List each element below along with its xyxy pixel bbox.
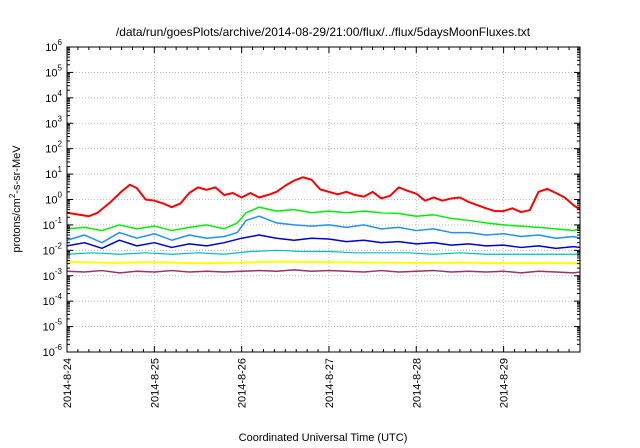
y-tick-label: 105	[45, 63, 62, 79]
y-tick-label-exp: -5	[55, 318, 63, 327]
y-tick-label: 101	[45, 165, 62, 181]
y-axis-label-rest: -s-sr-MeV	[11, 145, 23, 194]
y-tick-label: 10-1	[43, 216, 63, 232]
y-tick-label: 100	[45, 191, 62, 207]
y-tick-label-exp: 3	[58, 114, 63, 123]
y-tick-label: 10-4	[43, 292, 63, 308]
plot-frame	[66, 46, 581, 353]
y-tick-label-exp: -4	[55, 292, 63, 301]
y-tick-label: 10-2	[43, 241, 63, 257]
y-tick-label-base: 10	[45, 67, 57, 79]
grid-lines	[66, 46, 580, 353]
y-tick-label-base: 10	[45, 118, 57, 130]
y-tick-label-exp: -2	[55, 241, 63, 250]
series-line-6	[66, 260, 581, 265]
y-tick-label: 104	[45, 89, 62, 105]
y-tick-label-base: 10	[43, 220, 55, 232]
y-axis-label-sup: 2	[8, 193, 17, 198]
y-tick-label-base: 10	[45, 169, 57, 181]
series-line-7	[66, 269, 581, 274]
y-tick-label-exp: -1	[55, 216, 63, 225]
axis-ticks	[66, 46, 581, 353]
y-tick-label: 10-6	[43, 343, 63, 359]
x-tick-label: 2014-8-26	[237, 358, 249, 408]
y-tick-label-exp: 0	[58, 191, 63, 200]
y-tick-label-exp: 2	[58, 140, 63, 149]
y-tick-label: 106	[45, 38, 62, 54]
x-tick-label: 2014-8-25	[149, 358, 161, 408]
series-group	[66, 176, 581, 274]
series-line-4	[66, 234, 581, 250]
y-tick-label-base: 10	[43, 271, 55, 283]
y-tick-label: 102	[45, 140, 62, 156]
y-tick-label-base: 10	[43, 322, 55, 334]
y-tick-label-exp: -3	[55, 267, 63, 276]
x-axis-label: Coordinated Universal Time (UTC)	[239, 432, 408, 444]
y-tick-label-exp: -6	[55, 343, 63, 352]
y-tick-label-base: 10	[45, 93, 57, 105]
y-tick-label-exp: 6	[58, 38, 63, 47]
y-tick-label-base: 10	[45, 144, 57, 156]
y-tick-label-exp: 4	[58, 89, 63, 98]
y-tick-label-base: 10	[43, 347, 55, 359]
y-axis-label: protons/cm2-s-sr-MeV	[8, 145, 23, 253]
x-tick-label: 2014-8-27	[324, 358, 336, 408]
y-tick-label-base: 10	[45, 42, 57, 54]
x-tick-label: 2014-8-24	[62, 358, 74, 408]
y-tick-label-base: 10	[45, 195, 57, 207]
y-tick-label: 103	[45, 114, 62, 130]
y-tick-label-exp: 1	[58, 165, 63, 174]
y-tick-label-base: 10	[43, 296, 55, 308]
y-axis-label-main: protons/cm	[11, 198, 23, 252]
chart-title: /data/run/goesPlots/archive/2014-08-29/2…	[116, 25, 531, 39]
y-tick-label-exp: 5	[58, 63, 63, 72]
series-line-5	[66, 249, 580, 255]
series-line-3	[66, 215, 581, 244]
x-tick-labels: 2014-8-24 2014-8-25 2014-8-26 2014-8-27 2014…	[62, 358, 511, 408]
y-tick-label: 10-3	[43, 267, 63, 283]
series-line-1	[66, 176, 581, 218]
x-tick-label: 2014-8-28	[411, 358, 423, 408]
y-tick-labels: 10-610-510-410-310-210-11001011021031041…	[43, 38, 63, 359]
x-tick-label: 2014-8-29	[499, 358, 511, 408]
y-tick-label-base: 10	[43, 245, 55, 257]
y-tick-label: 10-5	[43, 318, 63, 334]
series-line-2	[66, 206, 581, 232]
